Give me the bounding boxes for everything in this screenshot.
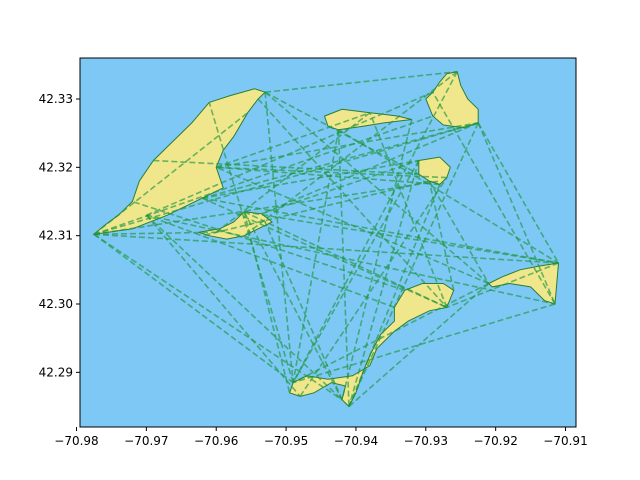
route-line-26 <box>337 129 350 407</box>
route-line-5 <box>93 233 343 401</box>
route-line-49 <box>432 91 556 305</box>
route-line-29 <box>292 71 458 383</box>
route-line-23 <box>257 98 448 308</box>
route-line-2 <box>93 115 434 236</box>
route-line-57 <box>299 177 448 397</box>
route-line-17 <box>215 111 371 169</box>
route-line-22 <box>264 91 420 175</box>
y-tick-label: 42.29 <box>39 365 73 379</box>
route-line-40 <box>243 211 448 309</box>
route-line-52 <box>428 180 455 291</box>
route-line-42 <box>244 211 559 264</box>
y-tick-label: 42.32 <box>39 160 73 174</box>
route-line-48 <box>292 303 556 384</box>
route-line-58 <box>264 221 343 401</box>
route-line-41 <box>243 211 343 401</box>
route-line-0 <box>93 112 249 235</box>
route-line-7 <box>93 180 440 236</box>
route-line-14 <box>145 214 301 397</box>
route-line-45 <box>292 282 490 384</box>
route-line-51 <box>369 112 448 308</box>
y-tick-label: 42.31 <box>39 229 73 243</box>
route-line-9 <box>202 197 559 264</box>
y-tick-label: 42.30 <box>39 297 73 311</box>
route-line-54 <box>146 214 395 309</box>
route-line-59 <box>153 159 419 175</box>
route-line-11 <box>202 159 419 199</box>
x-tick-label: −70.92 <box>473 434 517 448</box>
route-line-35 <box>292 160 420 383</box>
route-line-12 <box>146 91 434 216</box>
route-line-55 <box>348 184 441 407</box>
x-tick-label: −70.95 <box>264 434 308 448</box>
x-axis: −70.98 −70.97 −70.96 −70.95 −70.94 −70.93 −70.… <box>54 427 588 448</box>
route-line-28 <box>215 112 371 233</box>
route-line-56 <box>208 102 294 383</box>
route-line-16 <box>216 122 479 169</box>
route-line-4 <box>93 233 294 384</box>
route-line-38 <box>428 180 490 284</box>
island-south-island <box>288 283 455 408</box>
routes-layer <box>93 70 560 408</box>
route-line-39 <box>216 166 440 186</box>
route-line-18 <box>216 166 447 179</box>
route-line-50 <box>446 262 559 309</box>
route-line-53 <box>132 200 406 292</box>
island-north-center-island <box>323 108 412 131</box>
route-line-21 <box>264 91 490 285</box>
route-line-47 <box>215 166 490 285</box>
x-tick-label: −70.97 <box>124 434 168 448</box>
x-tick-label: −70.98 <box>54 434 98 448</box>
route-line-46 <box>348 282 490 408</box>
route-line-8 <box>202 122 479 199</box>
y-tick-label: 42.33 <box>39 92 73 106</box>
x-tick-label: −70.93 <box>404 434 448 448</box>
y-axis: 42.29 42.30 42.31 42.32 42.33 <box>39 92 80 379</box>
route-line-33 <box>261 122 479 215</box>
route-line-15 <box>146 214 556 305</box>
route-line-37 <box>202 180 430 237</box>
x-tick-label: −70.91 <box>543 434 587 448</box>
route-line-24 <box>292 129 340 383</box>
route-line-1 <box>93 122 479 236</box>
x-tick-label: −70.96 <box>194 434 238 448</box>
route-line-20 <box>264 92 294 383</box>
x-tick-label: −70.94 <box>334 434 378 448</box>
route-line-32 <box>348 122 479 407</box>
axes-frame <box>79 57 577 428</box>
route-line-19 <box>265 70 458 93</box>
route-line-25 <box>338 129 559 264</box>
route-line-6 <box>93 233 559 264</box>
route-line-3 <box>93 231 217 236</box>
route-line-31 <box>477 122 556 305</box>
